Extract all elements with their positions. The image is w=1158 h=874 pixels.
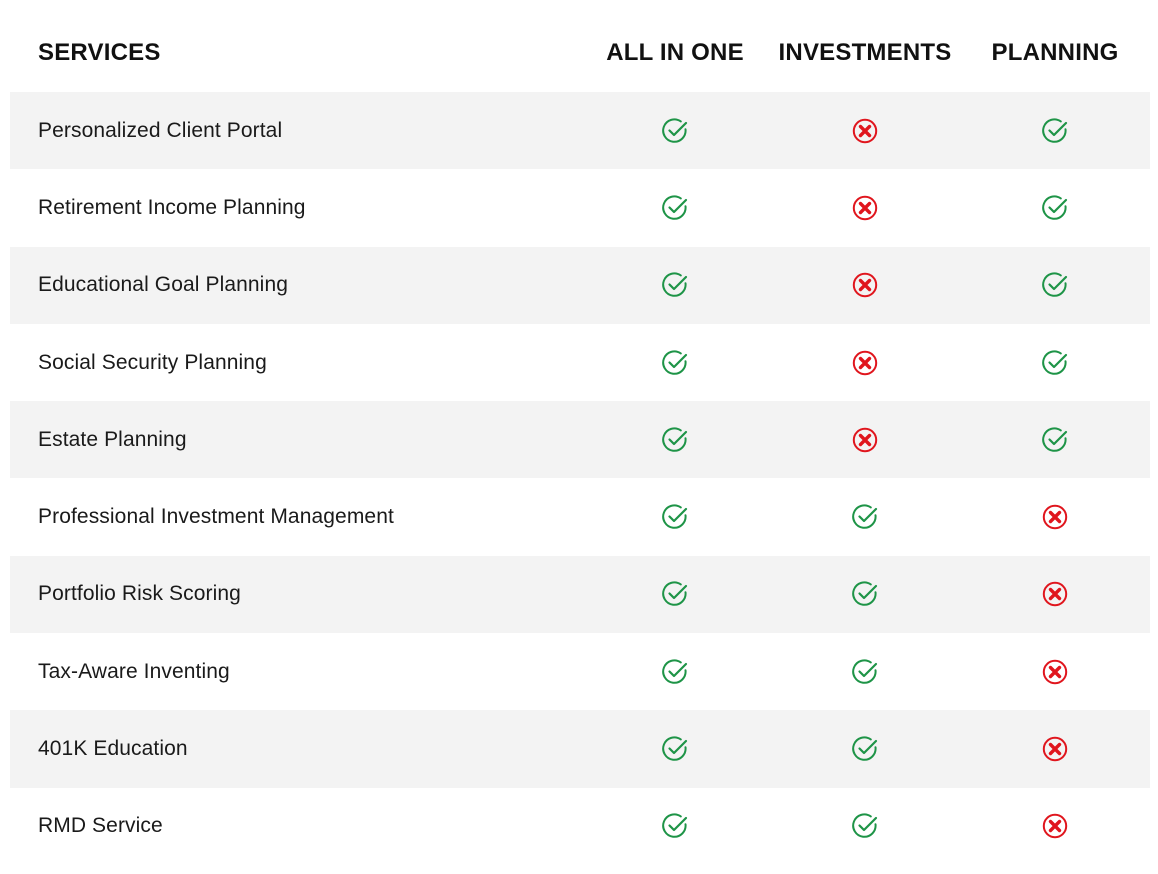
check-icon [1042,195,1068,220]
cell-all-in-one [580,247,770,324]
cell-investments [770,478,960,555]
cross-icon [1042,814,1068,839]
cell-planning [960,92,1150,169]
check-icon [1042,272,1068,298]
table-row: Portfolio Risk Scoring [10,555,1150,634]
cross-icon [852,427,878,453]
table-row: Social Security Planning [10,324,1150,401]
table-row: RMD Service [10,788,1150,865]
cell-investments [770,169,960,246]
cell-all-in-one [580,92,770,169]
service-label: 401K Education [38,737,188,761]
service-label: Personalized Client Portal [38,118,283,142]
check-icon [1042,349,1068,375]
table-header: SERVICES ALL IN ONE INVESTMENTS PLANNING [10,14,1150,92]
cell-planning [960,247,1150,324]
cell-planning [960,401,1150,478]
check-icon [662,736,688,761]
check-icon [852,736,878,761]
plan-header-planning: PLANNING [991,39,1119,66]
check-icon [662,118,688,143]
service-label: Retirement Income Planning [38,195,306,219]
cell-planning [960,710,1150,787]
service-label: Portfolio Risk Scoring [38,582,241,606]
service-label: Educational Goal Planning [38,273,289,297]
cell-all-in-one [580,788,770,865]
cell-all-in-one [580,633,770,710]
cell-planning [960,788,1150,865]
cross-icon [1042,582,1068,607]
check-icon [662,272,688,298]
check-icon [852,504,878,529]
cell-investments [770,788,960,865]
table-body: Personalized Client Portal Retirement Inc… [10,92,1150,865]
cell-investments [770,247,960,324]
cell-investments [770,92,960,169]
check-icon [1042,427,1068,452]
service-label: Social Security Planning [38,350,267,374]
cell-planning [960,169,1150,246]
table-row: Estate Planning [10,401,1150,479]
table-row: 401K Education [10,710,1150,788]
service-label: Estate Planning [38,427,187,451]
check-icon [662,195,688,220]
cell-planning [960,324,1150,401]
cell-planning [960,556,1150,633]
cell-investments [770,710,960,787]
table-row: Retirement Income Planning [10,169,1150,246]
cell-all-in-one [580,169,770,246]
check-icon [662,504,688,529]
check-icon [662,427,688,452]
services-comparison-table: SERVICES ALL IN ONE INVESTMENTS PLANNING… [10,14,1150,865]
cell-investments [770,324,960,401]
check-icon [1042,118,1068,143]
cell-investments [770,401,960,478]
cell-investments [770,633,960,710]
table-row: Professional Investment Management [10,478,1150,555]
cross-icon [1042,504,1068,530]
cell-all-in-one [580,324,770,401]
check-icon [852,581,878,607]
service-label: RMD Service [38,814,163,838]
table-row: Personalized Client Portal [10,92,1150,170]
cross-icon [852,273,878,298]
cell-all-in-one [580,556,770,633]
check-icon [662,581,688,607]
table-row: Tax-Aware Inventing [10,633,1150,710]
cross-icon [852,350,878,375]
check-icon [852,813,878,839]
service-label: Professional Investment Management [38,505,394,529]
cell-planning [960,478,1150,555]
services-header: SERVICES [38,39,161,66]
cell-planning [960,633,1150,710]
plan-header-all-in-one: ALL IN ONE [606,39,744,66]
cell-all-in-one [580,401,770,478]
cross-icon [852,195,878,221]
cross-icon [852,118,878,143]
plan-header-investments: INVESTMENTS [778,39,952,66]
check-icon [852,659,878,684]
cell-all-in-one [580,710,770,787]
cross-icon [1042,659,1068,684]
service-label: Tax-Aware Inventing [38,659,230,683]
check-icon [662,349,688,375]
cross-icon [1042,736,1068,762]
table-row: Educational Goal Planning [10,246,1150,324]
check-icon [662,659,688,684]
cell-all-in-one [580,478,770,555]
cell-investments [770,556,960,633]
check-icon [662,813,688,839]
